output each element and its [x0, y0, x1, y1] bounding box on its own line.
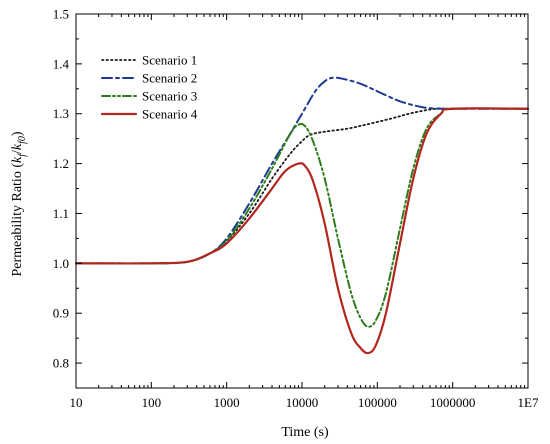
y-tick-label: 0.9: [53, 306, 69, 321]
y-axis-title-slash: /: [10, 150, 25, 154]
ticks-layer: [75, 13, 529, 389]
x-tick-label: 100000: [358, 395, 397, 410]
y-axis-title: Permeability Ratio (kf/kf0): [10, 131, 28, 276]
legend-label-scenario-1: Scenario 1: [142, 53, 197, 68]
series-layer: [74, 76, 530, 355]
y-tick-label: 1.4: [53, 56, 70, 71]
y-axis-title-k2: k: [10, 143, 25, 150]
y-tick-label: 1.1: [53, 206, 69, 221]
x-axis-title: Time (s): [281, 425, 329, 440]
x-tick-label: 100: [142, 395, 162, 410]
y-tick-label: 1.2: [53, 156, 69, 171]
y-tick-labels: 0.8 0.9 1.0 1.1 1.2 1.3 1.4 1.5: [53, 7, 70, 371]
x-tick-label: 10: [70, 395, 83, 410]
y-tick-label: 0.8: [53, 356, 69, 371]
legend-label-scenario-4: Scenario 4: [142, 107, 198, 122]
legend-label-scenario-3: Scenario 3: [142, 89, 197, 104]
x-tick-labels: 10 100 1000 10000 100000 1000000 1E7: [70, 395, 539, 410]
y-axis-title-sub1: f: [17, 153, 28, 157]
y-tick-label: 1.5: [53, 7, 69, 22]
x-tick-label: 10000: [286, 395, 319, 410]
y-tick-label: 1.3: [53, 106, 69, 121]
y-axis-title-suffix: ): [10, 131, 25, 136]
y-axis-title-prefix: Permeability Ratio (: [10, 163, 25, 277]
y-axis-title-k1: k: [10, 156, 25, 163]
y-tick-label: 1.0: [53, 256, 69, 271]
x-tick-label: 1E7: [518, 395, 539, 410]
scenario-1-line: [75, 107, 529, 265]
legend: Scenario 1 Scenario 2 Scenario 3 Scenario 4: [100, 53, 198, 122]
x-tick-label: 1000000: [430, 395, 476, 410]
legend-label-scenario-2: Scenario 2: [142, 71, 197, 86]
scenario-4-line: [74, 107, 530, 355]
x-tick-label: 1000: [214, 395, 240, 410]
scenario-3-line: [75, 107, 529, 328]
y-axis-title-sub2: f0: [17, 136, 28, 144]
